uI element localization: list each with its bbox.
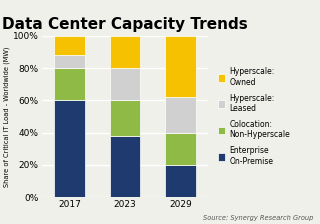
Bar: [54, 55, 84, 68]
Bar: [165, 133, 196, 165]
Bar: [54, 100, 84, 197]
Bar: [54, 36, 84, 55]
Title: Data Center Capacity Trends: Data Center Capacity Trends: [2, 17, 248, 32]
Bar: [109, 68, 140, 100]
Bar: [165, 36, 196, 97]
Legend: Hyperscale:
Owned, Hyperscale:
Leased, Colocation:
Non-Hyperscale, Enterprise
On: Hyperscale: Owned, Hyperscale: Leased, C…: [219, 67, 290, 166]
Bar: [109, 136, 140, 197]
Bar: [109, 100, 140, 136]
Text: Source: Synergy Research Group: Source: Synergy Research Group: [203, 215, 314, 221]
Bar: [165, 97, 196, 133]
Y-axis label: Share of Critical IT Load - Worldwide (MW): Share of Critical IT Load - Worldwide (M…: [4, 46, 10, 187]
Bar: [165, 165, 196, 197]
Bar: [54, 68, 84, 100]
Bar: [109, 36, 140, 68]
